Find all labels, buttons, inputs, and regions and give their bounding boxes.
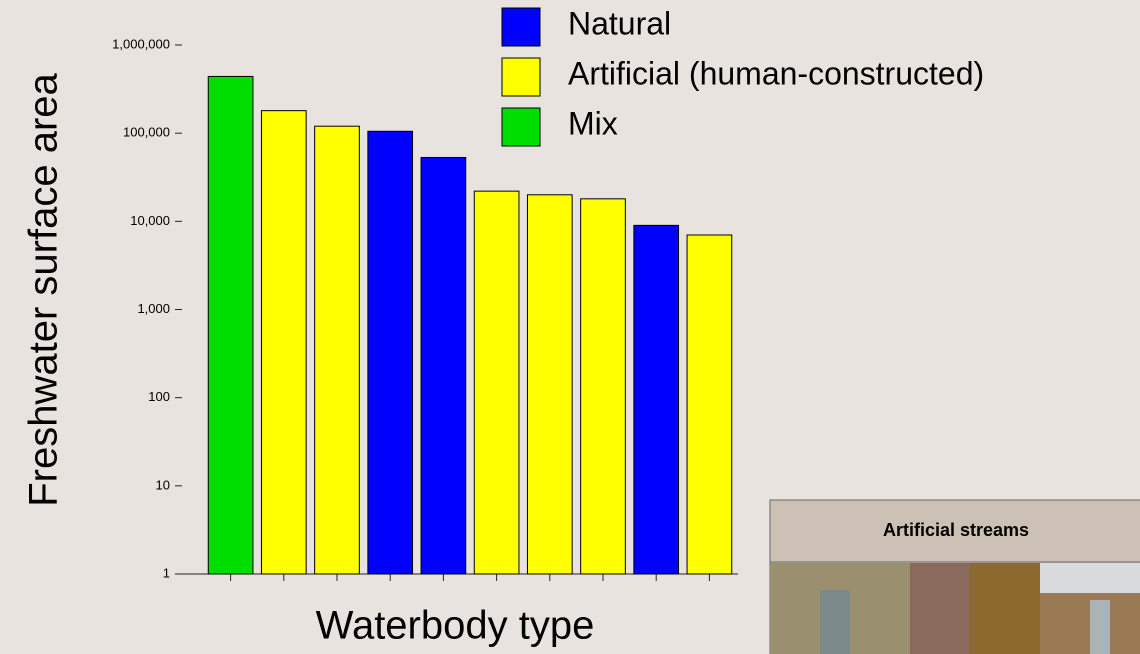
legend-swatch xyxy=(501,57,541,97)
legend-label: Natural xyxy=(568,5,671,41)
legend-label: Artificial (human-constructed) xyxy=(568,55,984,91)
y-tick-label: 10 xyxy=(156,477,170,492)
y-tick-label: 1,000 xyxy=(137,301,170,316)
bar xyxy=(526,194,573,575)
bar xyxy=(314,125,360,575)
bar xyxy=(686,234,733,575)
inset-title: Artificial streams xyxy=(883,520,1029,540)
bar xyxy=(207,75,254,575)
bar xyxy=(367,130,414,575)
y-axis-label: Freshwater surface area xyxy=(22,72,66,506)
photo-water xyxy=(820,590,850,654)
legend-swatch xyxy=(501,7,541,47)
legend-label: Mix xyxy=(568,105,618,141)
y-tick-label: 1 xyxy=(163,565,170,580)
inset-header xyxy=(769,499,1140,563)
x-axis-label: Waterbody type xyxy=(316,604,595,648)
photo-water xyxy=(1090,600,1110,654)
y-tick-label: 100 xyxy=(148,389,170,404)
bar xyxy=(260,110,307,575)
photo xyxy=(910,563,970,654)
y-tick-label: 100,000 xyxy=(123,125,170,140)
photo-sky xyxy=(1040,563,1140,593)
inset: Artificial streams xyxy=(769,499,1140,654)
bar xyxy=(420,156,467,575)
bar xyxy=(580,198,626,575)
bar xyxy=(473,190,520,575)
y-tick-label: 1,000,000 xyxy=(112,36,170,51)
y-tick-label: 10,000 xyxy=(130,213,170,228)
legend-swatch xyxy=(501,107,541,147)
photo xyxy=(970,563,1040,654)
bar xyxy=(633,224,680,575)
